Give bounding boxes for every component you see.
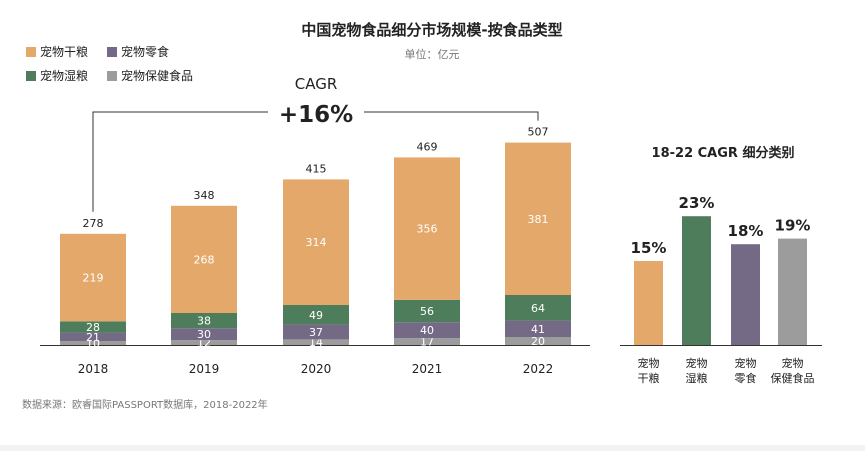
cagr-value-dry: 15%: [631, 239, 667, 257]
data-label-snack-2019: 30: [197, 328, 211, 341]
bar-segment-wet-2020: [283, 305, 349, 325]
data-label-snack-2021: 40: [420, 324, 434, 337]
bar-segment-wet-2018: [60, 321, 126, 333]
bar-segment-snack-2019: [171, 328, 237, 341]
data-label-wet-2022: 64: [531, 302, 545, 315]
legend-swatch-dry: [26, 47, 36, 57]
total-label-2022: 507: [528, 126, 549, 139]
cagr-bar-health: [778, 238, 807, 345]
cagr-tick-line2-dry: 干粮: [638, 371, 660, 385]
bar-segment-snack-2022: [505, 320, 571, 337]
cagr-value-wet: 23%: [679, 194, 715, 212]
bar-segment-health-2019: [171, 340, 237, 345]
bar-segment-health-2020: [283, 339, 349, 345]
footer-strip: [0, 445, 865, 451]
cagr-bar-chart: 18-22 CAGR 细分类别15%宠物干粮23%宠物湿粮18%宠物零食19%宠…: [620, 145, 822, 385]
side-chart-title: 18-22 CAGR 细分类别: [652, 145, 795, 161]
legend-label-wet: 宠物湿粮: [40, 68, 88, 83]
cagr-bracket-left: [92, 111, 268, 212]
data-label-snack-2022: 41: [531, 323, 545, 336]
cagr-bracket-right: [364, 111, 539, 121]
bar-segment-health-2018: [60, 341, 126, 345]
bar-segment-health-2022: [505, 337, 571, 345]
bar-segment-wet-2019: [171, 313, 237, 329]
stacked-bar-chart: 1021282192782018123038268348201914374931…: [40, 126, 590, 376]
source-note: 数据来源：欧睿国际PASSPORT数据库，2018-2022年: [22, 398, 268, 411]
cagr-tick-line1-wet: 宠物: [686, 356, 708, 370]
bar-segment-snack-2021: [394, 322, 460, 339]
cagr-bar-dry: [634, 261, 663, 345]
bar-segment-wet-2022: [505, 295, 571, 321]
cagr-value-health: 19%: [775, 217, 811, 235]
data-label-dry-2020: 314: [306, 236, 327, 249]
cagr-value-snack: 18%: [728, 222, 764, 240]
unit-label: 单位：亿元: [405, 47, 460, 61]
cagr-tick-line2-wet: 湿粮: [686, 371, 708, 385]
data-label-snack-2018: 21: [86, 331, 100, 344]
legend-label-dry: 宠物干粮: [40, 44, 88, 59]
x-tick-2018: 2018: [78, 362, 109, 376]
legend-label-health: 宠物保健食品: [121, 68, 193, 83]
data-label-health-2021: 17: [420, 336, 434, 349]
chart-title: 中国宠物食品细分市场规模-按食品类型: [301, 21, 562, 39]
data-label-snack-2020: 37: [309, 326, 323, 339]
cagr-annotation: CAGR +16%: [92, 75, 539, 212]
cagr-tick-line1-snack: 宠物: [735, 356, 757, 370]
cagr-tick-line1-dry: 宠物: [638, 356, 660, 370]
x-tick-2021: 2021: [412, 362, 443, 376]
data-label-health-2020: 14: [309, 336, 323, 349]
bar-segment-dry-2020: [283, 179, 349, 305]
cagr-label: CAGR: [295, 75, 338, 93]
bar-segment-snack-2020: [283, 324, 349, 340]
data-label-health-2022: 20: [531, 335, 545, 348]
data-label-wet-2020: 49: [309, 309, 323, 322]
x-tick-2019: 2019: [189, 362, 220, 376]
bar-segment-dry-2018: [60, 233, 126, 322]
data-label-wet-2021: 56: [420, 305, 434, 318]
cagr-tick-line1-health: 宠物: [782, 356, 804, 370]
data-label-dry-2021: 356: [417, 223, 438, 236]
bar-segment-health-2021: [394, 338, 460, 345]
cagr-tick-line2-snack: 零食: [735, 371, 757, 385]
legend-label-snack: 宠物零食: [121, 44, 169, 59]
x-tick-2020: 2020: [301, 362, 332, 376]
data-label-wet-2018: 28: [86, 321, 100, 334]
bar-segment-dry-2021: [394, 157, 460, 300]
total-label-2020: 415: [306, 162, 327, 175]
cagr-tick-line2-health: 保健食品: [771, 371, 815, 385]
legend-swatch-wet: [26, 71, 36, 81]
total-label-2019: 348: [194, 189, 215, 202]
cagr-value: +16%: [279, 102, 353, 128]
x-tick-2022: 2022: [523, 362, 554, 376]
bar-segment-snack-2018: [60, 332, 126, 341]
cagr-bar-snack: [731, 244, 760, 345]
data-label-dry-2022: 381: [528, 213, 549, 226]
data-label-dry-2018: 219: [83, 272, 104, 285]
bar-segment-wet-2021: [394, 299, 460, 323]
legend-swatch-snack: [107, 47, 117, 57]
bar-segment-dry-2019: [171, 205, 237, 313]
data-label-wet-2019: 38: [197, 315, 211, 328]
total-label-2018: 278: [83, 217, 104, 230]
bar-segment-dry-2022: [505, 142, 571, 295]
legend-swatch-health: [107, 71, 117, 81]
total-label-2021: 469: [417, 140, 438, 153]
data-label-dry-2019: 268: [194, 253, 215, 266]
cagr-bar-wet: [682, 216, 711, 345]
